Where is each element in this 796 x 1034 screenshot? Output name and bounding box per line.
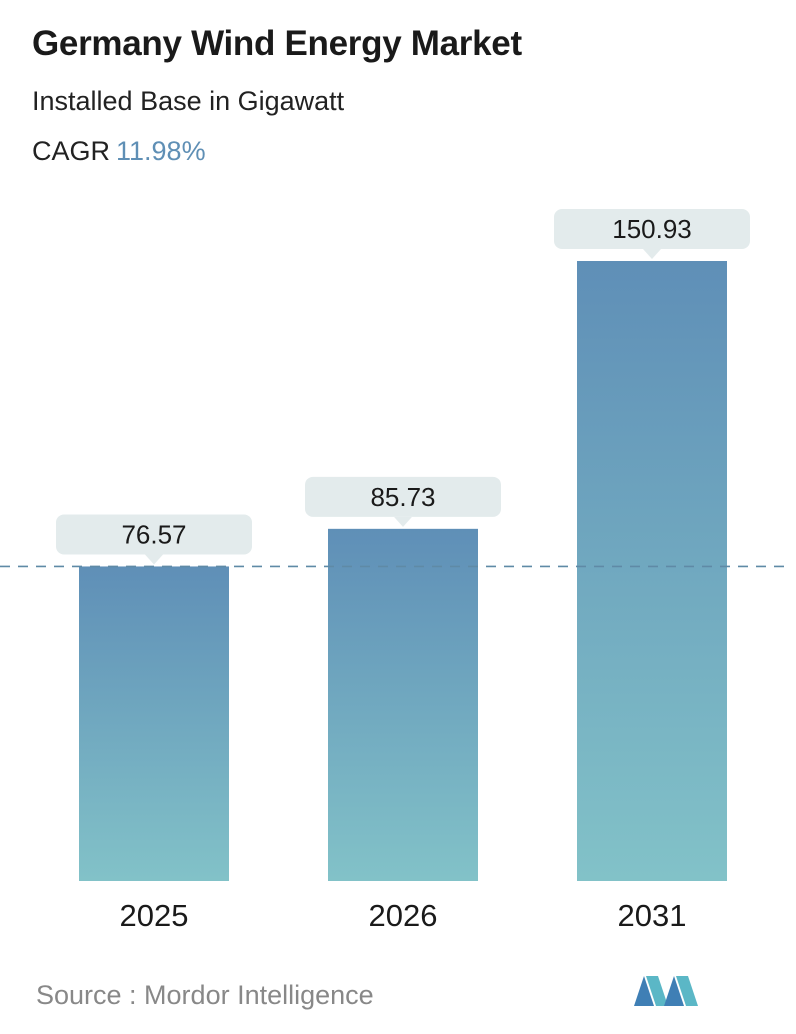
x-tick-label-2026: 2026 [369,898,438,933]
data-label-2031: 150.93 [554,209,750,259]
cagr-value: 11.98% [116,136,206,166]
x-tick-label-2025: 2025 [120,898,189,933]
bar-2031 [577,261,727,881]
data-label-text: 150.93 [612,214,692,244]
chart-subtitle: Installed Base in Gigawatt [32,86,345,116]
mordor-intelligence-logo-icon [634,976,698,1006]
bar-2025 [79,566,229,881]
data-label-text: 76.57 [121,519,186,549]
source-text: Source : Mordor Intelligence [36,980,374,1010]
cagr: CAGR 11.98% [32,136,206,167]
cagr-label: CAGR [32,136,111,166]
data-label-2025: 76.57 [56,514,252,565]
bar-2026 [328,528,478,881]
data-label-2026: 85.73 [305,476,501,527]
chart-title: Germany Wind Energy Market [32,24,522,63]
data-label-text: 85.73 [370,482,435,512]
x-tick-label-2031: 2031 [618,898,687,933]
